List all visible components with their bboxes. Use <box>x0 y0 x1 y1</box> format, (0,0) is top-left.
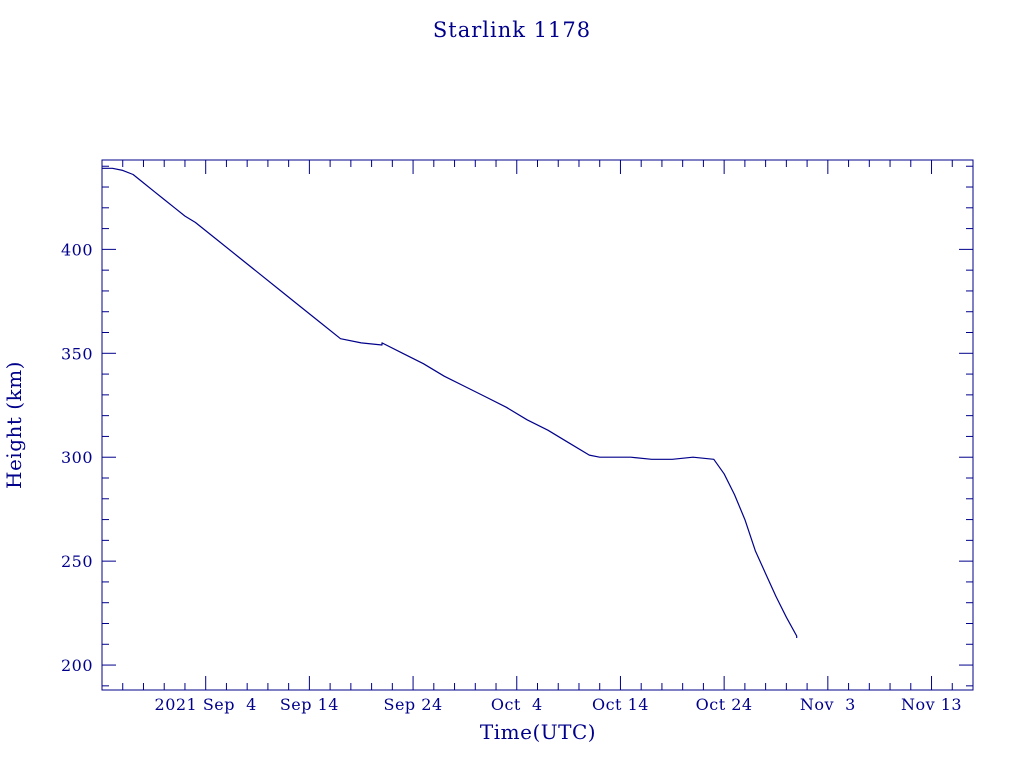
y-tick-label: 400 <box>61 240 93 259</box>
x-tick-label: Oct 4 <box>491 695 543 714</box>
x-tick-labels: 2021 Sep 4 Sep 14 Sep 24 Oct 4 Oct 14 Oct 24 N… <box>155 695 962 714</box>
x-tick-label: Nov 3 <box>800 695 856 714</box>
y-axis-label: Height (km) <box>2 361 26 489</box>
axis-ticks <box>101 160 974 690</box>
x-tick-label: Sep 14 <box>280 695 339 714</box>
y-tick-label: 300 <box>61 448 93 467</box>
y-tick-labels: 200 250 300 350 400 <box>61 240 93 675</box>
x-tick-label: Oct 14 <box>592 695 649 714</box>
x-tick-label: Nov 13 <box>901 695 962 714</box>
x-tick-label: Oct 24 <box>696 695 753 714</box>
series-line <box>102 167 798 638</box>
y-tick-label: 250 <box>61 552 93 571</box>
y-tick-label: 350 <box>61 344 93 363</box>
x-tick-label: Sep 24 <box>384 695 443 714</box>
x-tick-label: 2021 Sep 4 <box>155 695 257 714</box>
x-axis-label: Time(UTC) <box>480 720 596 744</box>
chart-title: Starlink 1178 <box>433 18 591 42</box>
y-tick-label: 200 <box>61 656 93 675</box>
